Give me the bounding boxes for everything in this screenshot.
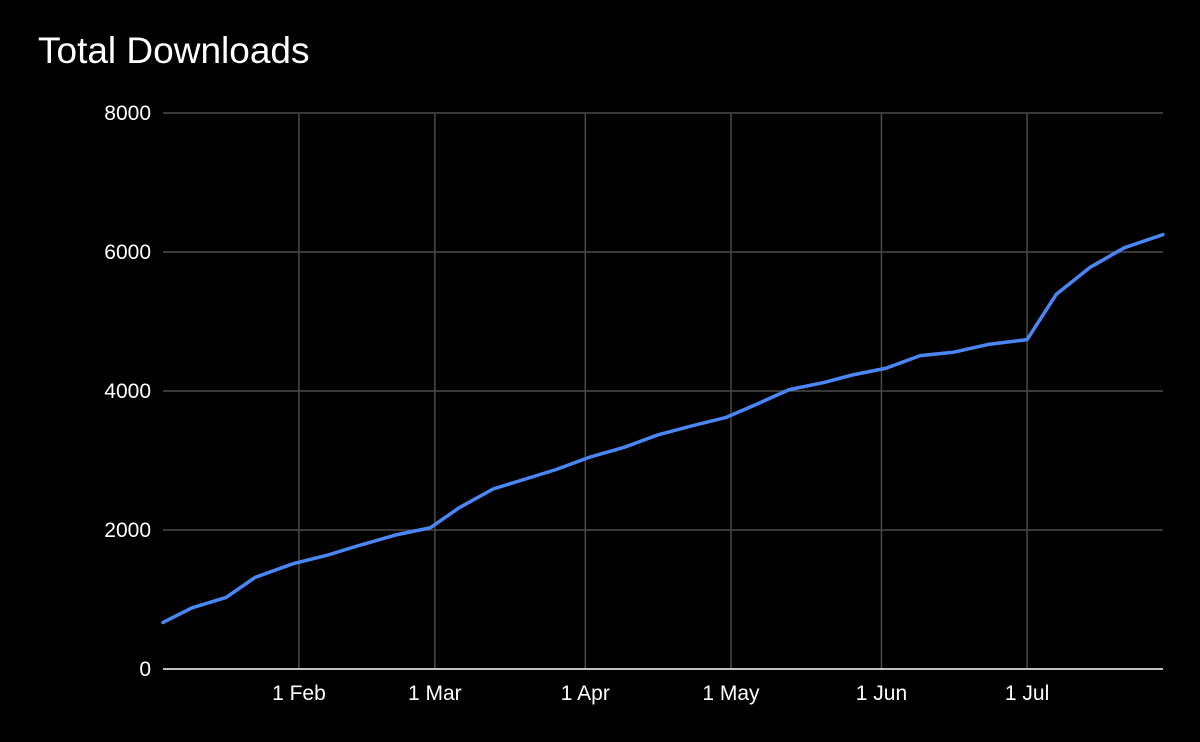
- x-tick-label: 1 May: [702, 682, 760, 705]
- y-tick-label: 8000: [104, 102, 151, 125]
- y-tick-label: 0: [139, 658, 151, 681]
- x-tick-label: 1 Jul: [1005, 682, 1049, 705]
- chart-title: Total Downloads: [38, 30, 310, 71]
- y-tick-label: 2000: [104, 519, 151, 542]
- y-tick-label: 6000: [104, 241, 151, 264]
- x-tick-label: 1 Feb: [272, 682, 326, 705]
- x-tick-label: 1 Apr: [561, 682, 610, 705]
- series-line-total-downloads: [161, 232, 1165, 625]
- x-tick-label: 1 Mar: [408, 682, 462, 705]
- y-tick-label: 4000: [104, 380, 151, 403]
- x-tick-label: 1 Jun: [856, 682, 907, 705]
